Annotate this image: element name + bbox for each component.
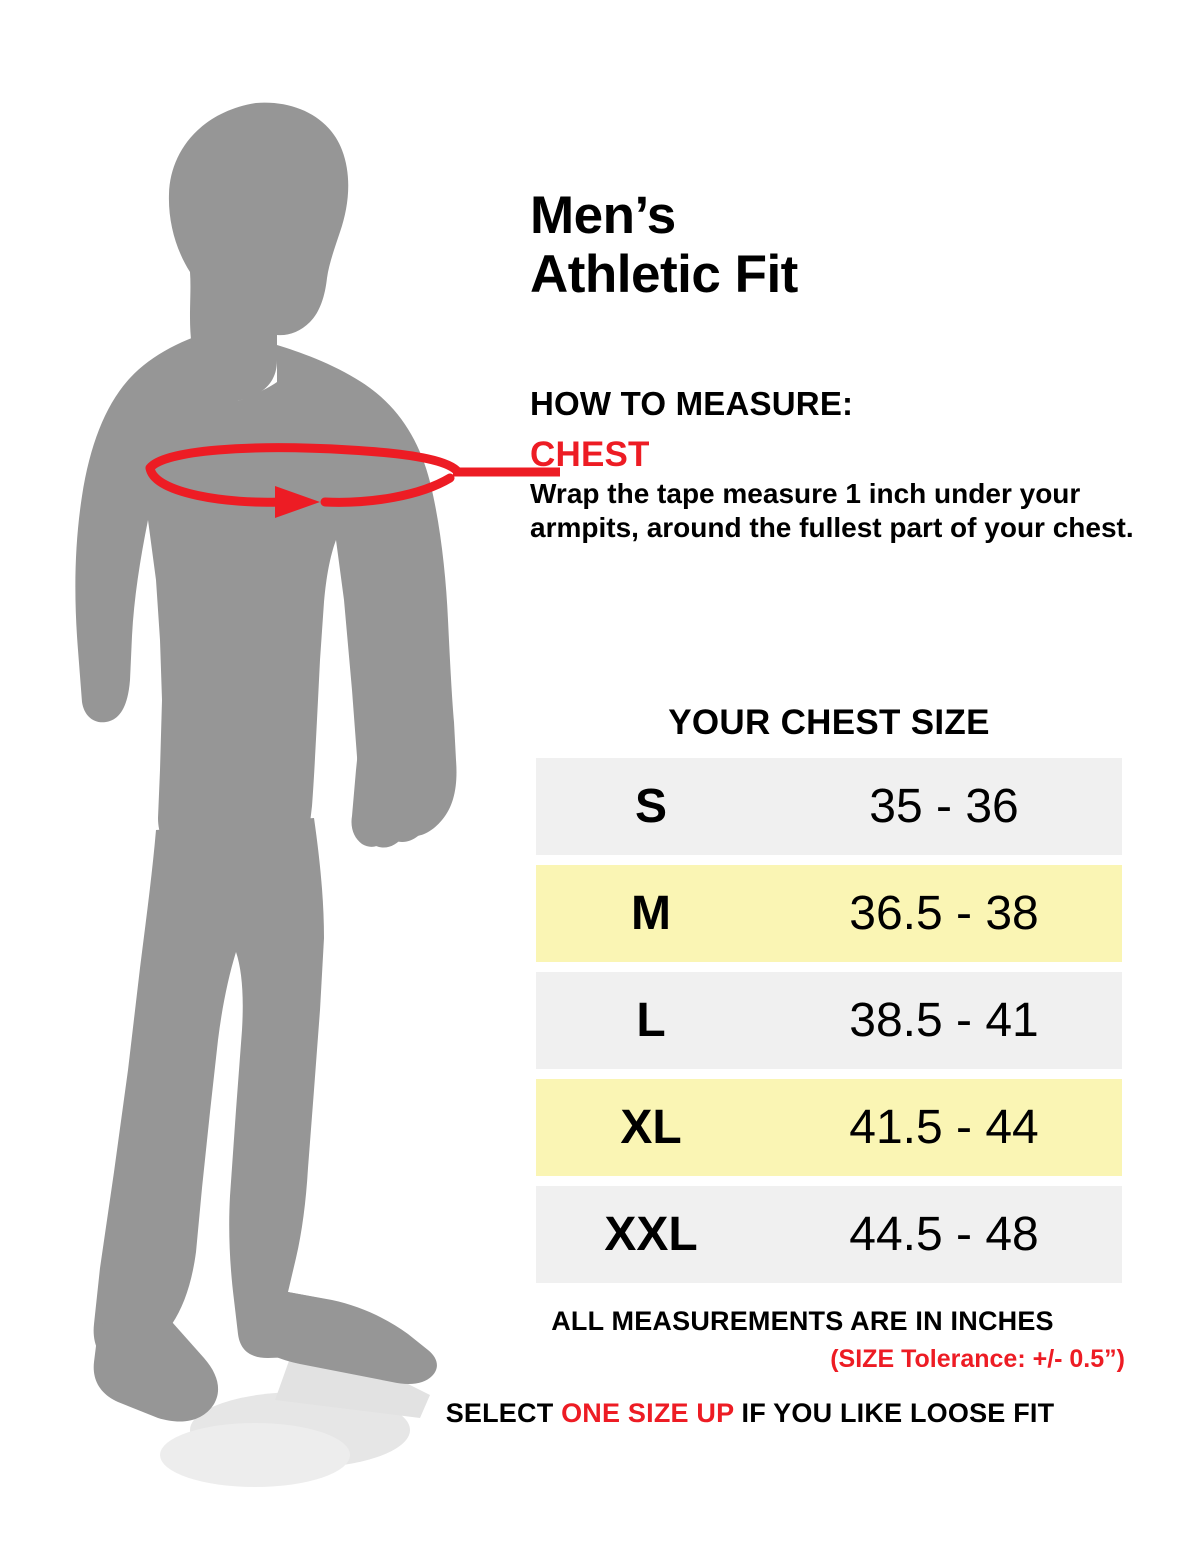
silhouette-shoes	[93, 1292, 437, 1422]
note-loose-highlight: ONE SIZE UP	[561, 1398, 734, 1428]
size-label: S	[634, 779, 667, 833]
note-units: ALL MEASUREMENTS ARE IN INCHES	[551, 1306, 1054, 1336]
size-table: S 35 - 36 M 36.5 - 38 L 38.5 - 41 XL 41.…	[536, 758, 1122, 1293]
chest-tape-measure	[120, 430, 570, 530]
tape-front-right-arc	[320, 473, 455, 507]
note-loose-fit: SELECT ONE SIZE UP IF YOU LIKE LOOSE FIT	[350, 1398, 1150, 1429]
size-label: XXL	[604, 1207, 698, 1261]
chest-value: 38.5 - 41	[849, 993, 1039, 1047]
size-label: XL	[620, 1100, 682, 1154]
title-line-2: Athletic Fit	[530, 245, 798, 305]
tape-front-left-arc	[145, 463, 285, 507]
table-row[interactable]: M 36.5 - 38	[536, 865, 1122, 962]
chest-value: 36.5 - 38	[849, 886, 1039, 940]
how-to-measure-heading: HOW TO MEASURE:	[530, 385, 854, 422]
size-label: L	[636, 993, 666, 1047]
how-to-measure-section: HOW TO MEASURE: CHEST Wrap the tape meas…	[530, 385, 1170, 546]
note-loose-prefix: SELECT	[445, 1398, 562, 1428]
table-row[interactable]: XL 41.5 - 44	[536, 1079, 1122, 1176]
table-row[interactable]: L 38.5 - 41	[536, 972, 1122, 1069]
chest-value: 44.5 - 48	[849, 1207, 1039, 1261]
male-silhouette-figure	[0, 0, 520, 1553]
note-size-tolerance: (SIZE Tolerance: +/- 0.5”)	[830, 1345, 1125, 1373]
page-title: Men’s Athletic Fit	[530, 186, 1170, 305]
table-row[interactable]: XXL 44.5 - 48	[536, 1186, 1122, 1283]
silhouette-hand	[351, 697, 431, 847]
silhouette-legs	[93, 818, 356, 1410]
chest-value: 35 - 36	[869, 779, 1019, 833]
measure-instructions: Wrap the tape measure 1 inch under your …	[530, 478, 1134, 544]
note-loose-suffix: IF YOU LIKE LOOSE FIT	[733, 1398, 1055, 1428]
title-line-1: Men’s	[530, 186, 676, 245]
table-header-your-chest-size: YOUR CHEST SIZE	[668, 703, 990, 742]
table-row[interactable]: S 35 - 36	[536, 758, 1122, 855]
chest-measurement-label: CHEST	[530, 435, 650, 474]
tape-arrowhead	[275, 486, 320, 518]
chest-value: 41.5 - 44	[849, 1100, 1039, 1154]
size-label: M	[631, 886, 671, 940]
tape-back-arc	[145, 443, 463, 477]
